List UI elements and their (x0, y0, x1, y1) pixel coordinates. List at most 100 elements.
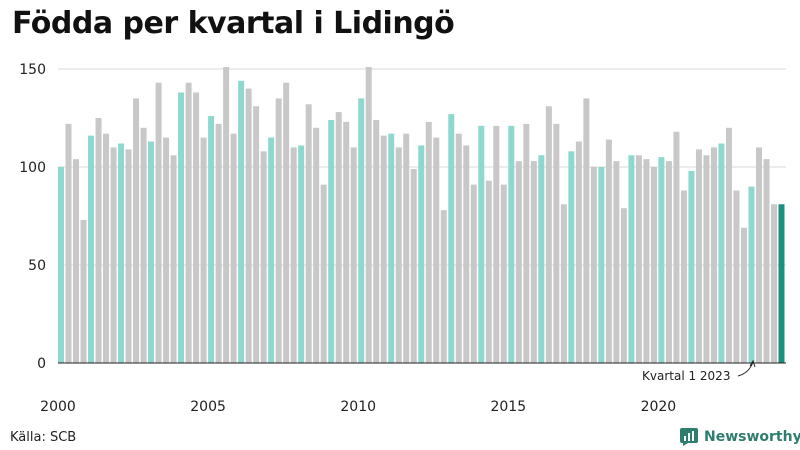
newsworthy-chart-icon (680, 428, 698, 446)
bar (58, 167, 64, 363)
bar (778, 204, 785, 363)
bars (58, 67, 785, 364)
bar (590, 167, 597, 363)
bar (380, 135, 387, 363)
bar (125, 149, 132, 363)
source-label: Källa: SCB (10, 430, 77, 445)
bar (560, 204, 567, 363)
bar (718, 143, 725, 363)
bar (680, 190, 687, 363)
brand-name: Newsworthy (704, 429, 800, 445)
bar (328, 119, 335, 364)
bar (613, 161, 620, 363)
bar (95, 118, 102, 363)
bar (433, 137, 440, 363)
bar (755, 147, 762, 363)
x-tick-label: 2005 (190, 399, 226, 415)
bar (440, 210, 447, 363)
bar (358, 98, 365, 364)
bar (133, 98, 140, 364)
x-axis-labels: 2000 2005 2010 2015 2020 (40, 399, 676, 415)
y-tick-label: 150 (19, 62, 46, 78)
bar (170, 155, 177, 363)
bar (545, 106, 552, 364)
bar (598, 167, 605, 363)
bar (553, 123, 560, 363)
bar (208, 116, 215, 363)
bar (605, 139, 612, 363)
bar (403, 133, 410, 363)
bar (658, 157, 665, 363)
bar (470, 184, 477, 363)
bar (568, 151, 575, 363)
bar (538, 155, 545, 363)
bar (313, 127, 320, 363)
bar (350, 147, 357, 363)
y-axis-labels: 0 50 100 150 (19, 62, 46, 372)
newsworthy-logo[interactable]: Newsworthy (680, 428, 800, 446)
bar (65, 123, 72, 363)
bar (740, 227, 747, 363)
bar (215, 123, 222, 363)
bar (298, 145, 305, 363)
bar (200, 137, 207, 363)
bar (268, 137, 275, 363)
x-tick-label: 2010 (340, 399, 376, 415)
bar (223, 67, 230, 363)
y-tick-label: 50 (28, 258, 46, 274)
bar (673, 131, 680, 363)
y-tick-label: 0 (37, 356, 46, 372)
chart-title: Födda per kvartal i Lidingö (12, 6, 455, 41)
bar (388, 133, 395, 363)
bar (148, 141, 155, 363)
bar (373, 119, 380, 364)
bar (103, 133, 110, 363)
bar (140, 127, 147, 363)
bar (575, 141, 582, 363)
bar (253, 106, 260, 364)
bar (643, 159, 650, 363)
bar (710, 147, 717, 363)
bar (275, 98, 282, 364)
bar (155, 82, 162, 363)
bar (733, 190, 740, 363)
bar (110, 147, 117, 363)
bar (770, 204, 777, 363)
bar (118, 143, 125, 363)
x-tick-label: 2015 (490, 399, 526, 415)
bar (583, 98, 590, 364)
bar (305, 104, 312, 363)
bar (463, 145, 470, 363)
bar (688, 170, 695, 363)
bar (703, 155, 710, 363)
y-tick-label: 100 (19, 160, 46, 176)
bar (88, 135, 95, 363)
x-tick-label: 2020 (641, 399, 677, 415)
bar (230, 133, 237, 363)
bar (478, 125, 485, 363)
bar (455, 133, 462, 363)
annotation-label: Kvartal 1 2023 (642, 369, 730, 383)
bar (665, 161, 672, 363)
bar (530, 161, 537, 363)
annotation: Kvartal 1 2023 (642, 359, 756, 383)
bar (725, 127, 732, 363)
bar (620, 208, 627, 363)
bar (245, 88, 252, 363)
bar (163, 137, 170, 363)
bar (425, 121, 432, 363)
bar (395, 147, 402, 363)
bar (365, 67, 372, 363)
bar (283, 82, 290, 363)
bar (238, 80, 245, 363)
bar (523, 123, 530, 363)
bar (320, 184, 327, 363)
bar (493, 125, 500, 363)
bar (695, 149, 702, 363)
bar (73, 159, 80, 363)
bar (410, 168, 417, 363)
bar (485, 180, 492, 363)
bar (185, 82, 192, 363)
annotation-arrowhead (749, 359, 756, 368)
